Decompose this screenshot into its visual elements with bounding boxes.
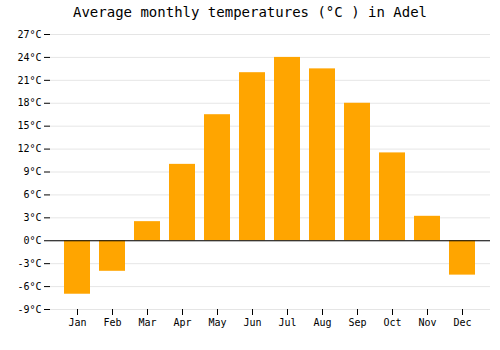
- svg-text:3°C: 3°C: [23, 212, 41, 223]
- svg-text:Mar: Mar: [138, 317, 156, 328]
- svg-text:9°C: 9°C: [23, 166, 41, 177]
- svg-text:-3°C: -3°C: [17, 258, 41, 269]
- svg-text:Jul: Jul: [278, 317, 296, 328]
- svg-text:24°C: 24°C: [17, 52, 41, 63]
- svg-text:Jan: Jan: [68, 317, 86, 328]
- svg-text:Aug: Aug: [313, 317, 331, 328]
- svg-text:-9°C: -9°C: [17, 304, 41, 315]
- svg-text:Apr: Apr: [173, 317, 191, 328]
- html-text:Average monthly temperatures (: Average monthly temperatures (°C ) in Ad…: [73, 4, 427, 20]
- svg-text:18°C: 18°C: [17, 97, 41, 108]
- svg-text:Oct: Oct: [383, 317, 401, 328]
- svg-text:12°C: 12°C: [17, 143, 41, 154]
- svg-text:Feb: Feb: [103, 317, 121, 328]
- svg-text:Sep: Sep: [348, 317, 366, 328]
- svg-text:15°C: 15°C: [17, 120, 41, 131]
- svg-text:27°C: 27°C: [17, 29, 41, 40]
- svg-text:0°C: 0°C: [23, 235, 41, 246]
- svg-text:Jun: Jun: [243, 317, 261, 328]
- svg-text:6°C: 6°C: [23, 189, 41, 200]
- svg-text:21°C: 21°C: [17, 75, 41, 86]
- svg-text:-6°C: -6°C: [17, 281, 41, 292]
- svg-text:Nov: Nov: [418, 317, 436, 328]
- svg-text:Dec: Dec: [453, 317, 471, 328]
- svg-text:May: May: [208, 317, 226, 328]
